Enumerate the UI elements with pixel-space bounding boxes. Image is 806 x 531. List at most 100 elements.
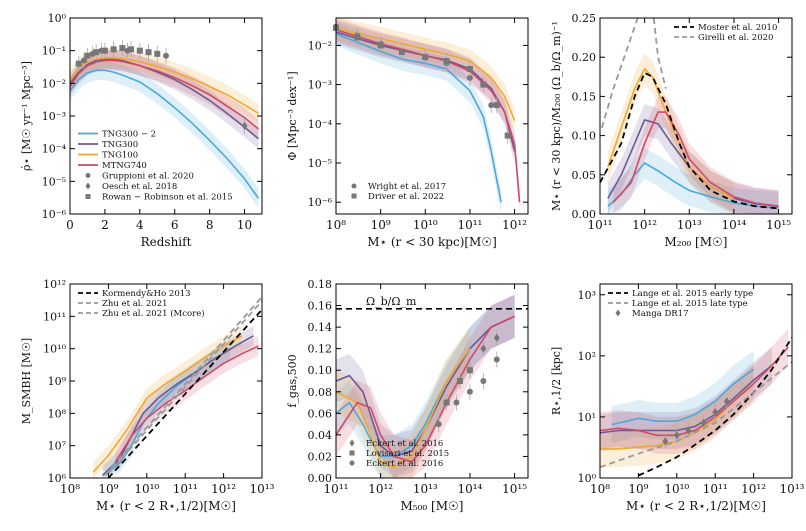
- x-tick-label: 10¹⁰: [134, 482, 159, 496]
- obs-point-smf-0: [466, 74, 473, 81]
- obs-point-smf-1: [422, 54, 429, 61]
- y-tick-label: 0.16: [308, 300, 333, 313]
- panel-shmr: 10¹¹ 10¹² 10¹³ 10¹⁴ 10¹⁵ 0.00 0.05 0.10 0.15 0.20…: [550, 12, 793, 249]
- x-tick-label: 10¹³: [413, 482, 438, 496]
- obs-point-fgas-1: [457, 378, 464, 384]
- x-tick-label: 10¹¹: [588, 218, 613, 232]
- band-size-2: [600, 365, 754, 468]
- legend-label: TNG300 − 2: [102, 130, 156, 140]
- x-tick-label: 10¹⁴: [457, 482, 482, 496]
- x-tick-label: 10¹⁰: [664, 482, 689, 496]
- line-shmr-0: [607, 161, 779, 209]
- legend-label: Eckert et al. 2016: [366, 459, 443, 469]
- y-tick-label: 10⁹: [48, 375, 67, 388]
- line-size-1: [600, 364, 773, 434]
- y-tick-label: 0.04: [308, 429, 333, 442]
- line-fgas-3: [336, 315, 515, 463]
- obs-point-sfrd-0: [163, 52, 169, 59]
- legend-marker: [349, 460, 355, 466]
- obs-point-fgas-2: [480, 378, 487, 384]
- y-tick-label: 0.25: [572, 12, 597, 25]
- x-tick-label: 10⁸: [60, 482, 80, 496]
- x-tick-label: 10¹³: [677, 218, 702, 232]
- line-sfrd-2: [70, 57, 259, 115]
- obs-point-sfrd-1: [241, 121, 248, 130]
- ref-line-shmr-0: [600, 71, 779, 210]
- line-size-3: [600, 346, 789, 437]
- line-size-0: [611, 368, 755, 426]
- obs-point-fgas-0: [493, 333, 500, 342]
- x-tick-label: 10¹⁵: [766, 218, 791, 232]
- line-shmr-1: [607, 118, 779, 207]
- ref-line-size-0: [638, 336, 792, 477]
- x-tick-label: 10⁹: [98, 482, 118, 496]
- obs-point-smf-0: [488, 102, 495, 109]
- x-axis-label: Redshift: [141, 235, 192, 249]
- band-fgas-0: [336, 294, 515, 478]
- y-tick-label: 10⁻⁶: [308, 196, 333, 209]
- y-tick-label: 0.18: [308, 278, 333, 291]
- legend-label: TNG300: [102, 140, 138, 150]
- obs-point-fgas-2: [466, 388, 473, 395]
- obs-point-smf-1: [354, 34, 361, 41]
- legend-label: Lovisari et al. 2015: [366, 449, 449, 459]
- y-axis-label: M_SMBH [M☉]: [20, 338, 33, 424]
- ref-line-mbh-0: [107, 309, 262, 478]
- legend-label: Lange et al. 2015 late type: [632, 299, 748, 309]
- y-tick-label: 0.14: [308, 321, 333, 334]
- band-fgas-3: [336, 294, 515, 478]
- legend-label: Moster et al. 2010: [698, 23, 777, 33]
- x-tick-label: 10¹²: [211, 482, 236, 496]
- legend-marker: [349, 439, 355, 447]
- x-tick-label: 10¹¹: [457, 218, 482, 232]
- panel-sfrd: 0 2 4 6 8 10 10⁻⁶ 10⁻⁵ 10⁻⁴ 10⁻³ 10⁻² 10⁻¹ 10⁰ Redshi…: [20, 12, 263, 249]
- x-tick-label: 8: [206, 218, 214, 232]
- y-axis-label: f_gas,500: [286, 354, 299, 407]
- obs-point-sfrd-2: [128, 46, 135, 53]
- band-sfrd-0: [70, 60, 259, 209]
- y-tick-label: 0.15: [572, 90, 597, 103]
- band-size-3: [600, 328, 789, 454]
- x-tick-label: 0: [66, 218, 74, 232]
- line-sfrd-0: [70, 69, 260, 199]
- panel-mbh: 10⁸ 10⁹ 10¹⁰ 10¹¹ 10¹² 10¹³ 10⁶ 10⁷ 10⁸ 10⁹ 10¹⁰ 10…: [20, 278, 275, 513]
- line-mbh-1: [101, 335, 254, 476]
- band-sfrd-2: [70, 48, 259, 124]
- x-tick-label: 10¹¹: [703, 482, 728, 496]
- x-tick-label: 10⁹: [371, 218, 391, 232]
- band-smf-1: [336, 20, 515, 163]
- y-tick-label: 10³: [578, 289, 596, 302]
- line-mbh-3: [114, 345, 259, 464]
- y-tick-label: 0.06: [308, 407, 333, 420]
- obs-point-smf-1: [493, 102, 500, 109]
- panel-fgas: Ω_b/Ω_m 10¹¹ 10¹² 10¹³ 10¹⁴ 10¹⁵ 0.00 0.02 0.04 0…: [286, 278, 529, 513]
- y-tick-label: 10⁻²: [308, 39, 332, 52]
- y-axis-label: R⋆,1/2 [kpc]: [550, 347, 563, 415]
- band-fgas-1: [336, 294, 515, 478]
- band-mbh-3: [115, 336, 259, 473]
- axes-frame: [599, 17, 793, 215]
- legend-label: Driver et al. 2022: [368, 192, 444, 202]
- legend-label: TNG100: [102, 151, 138, 161]
- obs-point-sfrd-2: [154, 50, 161, 57]
- axes-frame: [335, 17, 529, 215]
- panel-size: 10⁸ 10⁹ 10¹⁰ 10¹¹ 10¹² 10¹³ 10⁰ 10¹ 10² 10³ M⋆ (r …: [550, 283, 805, 513]
- panel-smf: 10⁸ 10⁹ 10¹⁰ 10¹¹ 10¹² 10⁻⁶ 10⁻⁵ 10⁻⁴ 10⁻³ 10⁻² M⋆…: [286, 17, 529, 249]
- y-tick-label: 10⁻³: [308, 79, 332, 92]
- y-tick-label: 0.12: [308, 343, 333, 356]
- legend-marker: [351, 183, 357, 189]
- legend-label: MTNG740: [102, 161, 147, 171]
- x-tick-label: 6: [171, 218, 179, 232]
- legend-marker: [85, 194, 91, 199]
- legend-label: Girelli et al. 2020: [698, 33, 773, 43]
- line-sfrd-3: [70, 59, 260, 130]
- obs-point-sfrd-2: [136, 47, 143, 54]
- x-axis-label: M⋆ (r < 2 R⋆,1/2)[M☉]: [626, 499, 766, 513]
- y-tick-label: 0.08: [308, 386, 333, 399]
- baryon-fraction-label: Ω_b/Ω_m: [366, 295, 417, 308]
- band-size-1: [600, 346, 772, 452]
- x-axis-label: M₂₀₀ [M☉]: [665, 235, 728, 249]
- x-tick-label: 4: [136, 218, 144, 232]
- y-tick-label: 10⁻⁵: [308, 157, 332, 170]
- line-smf-0: [336, 32, 502, 203]
